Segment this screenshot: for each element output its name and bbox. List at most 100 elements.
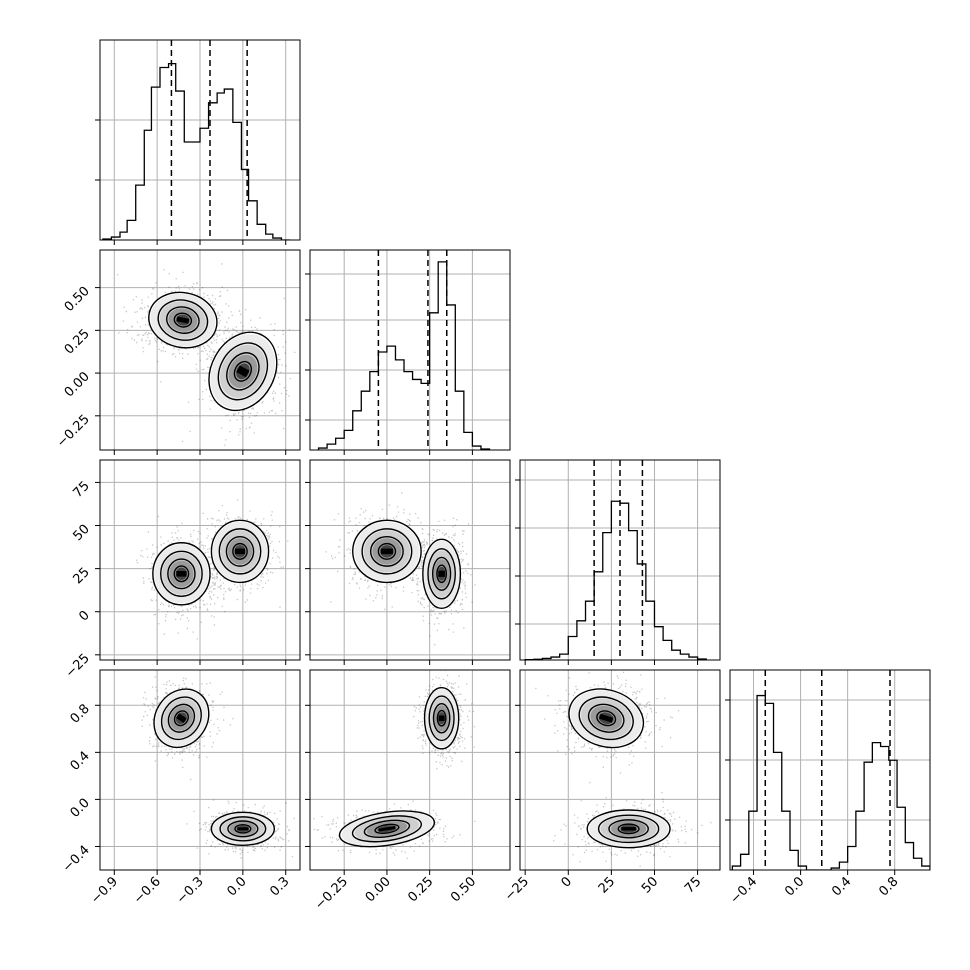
x-tick-label-param-2: −25 [502, 874, 532, 904]
contour-line [227, 820, 259, 838]
contour-line [436, 564, 448, 584]
contour-line [234, 824, 252, 834]
x-tick-label-param-0: 0.3 [267, 874, 292, 899]
contour-line [423, 686, 460, 750]
x-tick-label-param-1: 0.50 [448, 874, 479, 905]
contour-line [160, 696, 202, 741]
x-tick-label-param-0: 0.0 [224, 874, 249, 899]
contour-line [225, 535, 255, 567]
y-tick-label-param-3: 0.8 [68, 702, 93, 727]
density-contents [100, 670, 300, 870]
histogram-panel-0 [95, 39, 301, 245]
density-peak [176, 571, 187, 577]
density-panel-1-3 [305, 669, 511, 875]
contour-line [427, 548, 456, 600]
histogram-panel-1 [305, 249, 511, 455]
y-tick-label-param-1: 0.25 [62, 327, 93, 358]
density-peak [380, 548, 393, 555]
density-panel-0-3 [95, 669, 301, 875]
contour-line [568, 688, 645, 749]
contour-line [596, 710, 617, 727]
contour-line [369, 535, 404, 567]
contour-line [173, 312, 193, 328]
density-peak [236, 365, 250, 378]
y-tick-label-param-2: 0 [76, 608, 92, 624]
y-tick-label-param-1: 0.50 [62, 284, 93, 315]
density-peak [599, 713, 614, 723]
x-tick-label-param-3: 0.8 [876, 874, 901, 899]
contour-line [153, 688, 210, 749]
contour-line [436, 709, 447, 727]
contour-line [173, 710, 189, 727]
contour-line [338, 810, 436, 848]
density-mode-0 [152, 542, 211, 606]
density-peak [235, 548, 245, 555]
density-peak [378, 826, 396, 832]
histogram-step [317, 261, 491, 450]
x-tick-label-param-1: 0.00 [363, 874, 394, 905]
contour-line [361, 528, 413, 575]
density-peak [237, 827, 249, 831]
x-tick-label-param-0: −0.9 [88, 874, 121, 907]
density-mode-1 [208, 331, 278, 412]
contour-line [167, 703, 196, 733]
contour-line [608, 819, 649, 839]
contour-line [352, 519, 422, 584]
density-peak [176, 316, 190, 324]
contour-line [217, 342, 269, 401]
density-panel-1-2 [305, 459, 511, 665]
density-mode-1 [210, 811, 275, 846]
contour-line [422, 538, 462, 609]
contour-line [597, 814, 660, 844]
density-mode-0 [153, 688, 210, 749]
y-tick-label-param-3: 0.0 [68, 796, 93, 821]
contour-line [431, 556, 452, 591]
contour-line [586, 809, 671, 849]
density-contents [310, 460, 510, 660]
contour-line [167, 558, 196, 590]
density-mode-0 [148, 291, 218, 349]
density-mode-1 [422, 538, 462, 609]
density-panel-2-3 [515, 669, 721, 875]
y-tick-label-param-1: 0.00 [62, 369, 93, 400]
histogram-step [524, 500, 707, 660]
density-mode-1 [210, 519, 270, 584]
contour-line [173, 565, 190, 583]
y-tick-label-param-2: 25 [71, 565, 93, 587]
density-contents [100, 250, 300, 450]
contour-line [432, 703, 451, 734]
contour-line [160, 550, 203, 597]
density-contents [520, 670, 720, 870]
contour-line [219, 816, 267, 842]
y-tick-label-param-3: −0.4 [60, 843, 93, 876]
x-tick-label-param-2: 75 [682, 874, 704, 896]
x-tick-label-param-0: −0.6 [131, 874, 164, 907]
density-mode-1 [338, 810, 436, 848]
y-tick-label-param-1: −0.25 [54, 412, 93, 451]
contour-line [210, 811, 275, 846]
contour-line [208, 331, 278, 412]
density-mode-1 [586, 809, 671, 849]
x-tick-label-param-1: 0.25 [405, 874, 436, 905]
panel-frame [309, 459, 511, 661]
y-tick-label-param-2: 75 [71, 479, 93, 501]
contour-line [165, 306, 200, 334]
density-panel-0-2 [95, 459, 301, 665]
histogram-step [731, 694, 930, 870]
y-tick-label-param-3: 0.4 [68, 749, 93, 774]
contour-line [218, 528, 262, 575]
panel-frame [309, 249, 511, 451]
panel-frame [519, 459, 721, 661]
contour-line [374, 823, 400, 834]
density-mode-0 [352, 519, 422, 584]
density-contents [310, 670, 510, 870]
histogram-panel-2 [515, 459, 721, 665]
contour-line [587, 703, 625, 733]
panel-frame [729, 669, 931, 871]
contour-line [226, 352, 260, 391]
x-tick-label-param-3: 0.4 [829, 874, 854, 899]
x-tick-label-param-1: −0.25 [312, 874, 351, 913]
density-mode-0 [423, 686, 460, 750]
density-peak [176, 713, 187, 724]
